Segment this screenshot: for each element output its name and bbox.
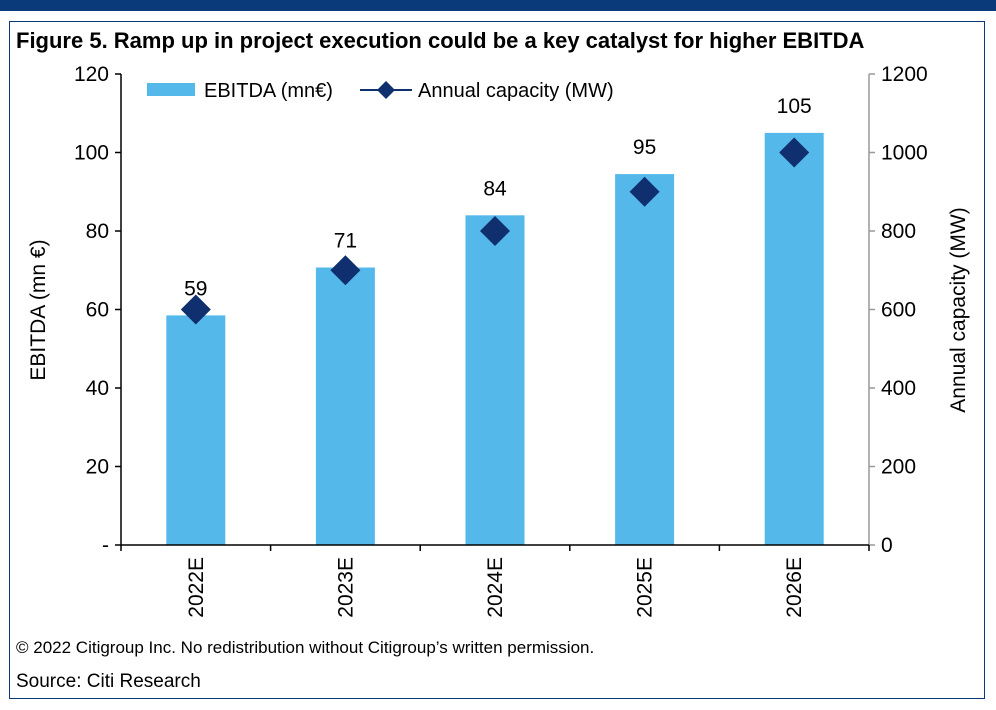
- capacity-marker-2026E: [779, 137, 810, 168]
- y2-axis-title: Annual capacity (MW): [947, 207, 970, 412]
- y-tick-label: 20: [86, 456, 109, 479]
- capacity-marker-2024E: [480, 216, 510, 246]
- bar-ebitda-2024E: [465, 215, 525, 546]
- y-axis-title: EBITDA (mn €): [27, 239, 50, 380]
- legend-diamond-marker: [377, 81, 395, 99]
- x-tick-label-2022E: 2022E: [185, 557, 208, 618]
- x-tick-label-2025E: 2025E: [634, 557, 657, 618]
- figure-frame: [9, 21, 985, 699]
- y-tick-label: 80: [86, 220, 109, 243]
- legend-bar-label: EBITDA (mn€): [204, 80, 333, 102]
- y-tick-label: 40: [86, 377, 109, 400]
- y2-tick-label: 600: [881, 299, 916, 322]
- bar-ebitda-2026E: [764, 132, 824, 545]
- bar-data-label-2026E: 105: [777, 95, 812, 118]
- legend-bar-swatch: [147, 83, 195, 96]
- y-tick-label: 100: [74, 142, 109, 165]
- capacity-marker-2023E: [330, 255, 361, 286]
- x-tick-label-2026E: 2026E: [783, 557, 806, 618]
- bar-data-label-2023E: 71: [334, 230, 357, 253]
- capacity-marker-2025E: [629, 176, 660, 207]
- bar-data-label-2024E: 84: [483, 177, 507, 200]
- bar-ebitda-2022E: [166, 315, 226, 545]
- x-tick-label-2024E: 2024E: [484, 557, 507, 618]
- y2-tick-label: 1200: [881, 63, 928, 86]
- copyright-note: © 2022 Citigroup Inc. No redistribution …: [16, 638, 595, 657]
- top-rule: [0, 0, 996, 11]
- source-note: Source: Citi Research: [16, 671, 201, 692]
- bar-ebitda-2025E: [615, 174, 675, 545]
- bar-ebitda-2023E: [315, 267, 375, 545]
- y-tick-label: 120: [74, 63, 109, 86]
- y-tick-label: -: [102, 534, 109, 557]
- capacity-marker-2022E: [180, 294, 211, 325]
- bar-data-label-2022E: 59: [184, 277, 207, 300]
- x-tick-label-2023E: 2023E: [334, 557, 357, 618]
- y2-tick-label: 1000: [881, 142, 928, 165]
- y2-tick-label: 200: [881, 456, 916, 479]
- y2-tick-label: 800: [881, 220, 916, 243]
- y-tick-label: 60: [86, 299, 109, 322]
- figure-title: Figure 5. Ramp up in project execution c…: [16, 28, 865, 53]
- legend: EBITDA (mn€) Annual capacity (MW): [147, 80, 614, 102]
- bar-data-label-2025E: 95: [633, 136, 656, 159]
- y2-tick-label: 400: [881, 377, 916, 400]
- legend-line-label: Annual capacity (MW): [418, 80, 614, 102]
- y2-tick-label: 0: [881, 534, 893, 557]
